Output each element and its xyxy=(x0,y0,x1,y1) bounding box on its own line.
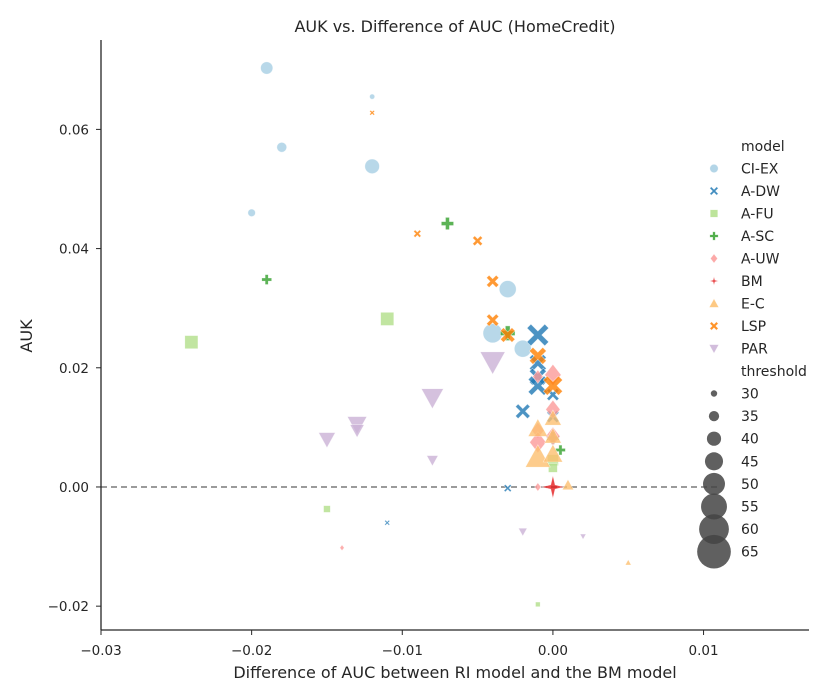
legend-label-a-sc: A-SC xyxy=(741,229,774,245)
x-tick-label: −0.03 xyxy=(80,643,121,659)
point-a-dw xyxy=(384,519,391,526)
y-tick-label: 0.00 xyxy=(59,480,89,496)
legend-size-label: 55 xyxy=(741,500,759,516)
legend-marker-a-sc xyxy=(709,231,719,241)
point-e-c xyxy=(561,478,575,491)
legend-size-label: 35 xyxy=(741,409,759,425)
point-a-fu xyxy=(548,463,558,473)
legend-size-marker xyxy=(701,493,727,520)
point-par xyxy=(420,388,445,410)
legend-marker-bm xyxy=(709,276,719,286)
y-tick-label: 0.06 xyxy=(59,122,89,138)
legend-label-a-dw: A-DW xyxy=(741,184,780,200)
legend-title-threshold: threshold xyxy=(741,364,807,380)
y-axis-label: AUK xyxy=(17,319,36,353)
point-par xyxy=(349,424,365,439)
point-lsp xyxy=(369,109,376,116)
legend-size-marker xyxy=(710,390,718,397)
legend-size-label: 60 xyxy=(741,522,759,538)
point-lsp xyxy=(472,235,483,247)
legend-marker-a-dw xyxy=(709,186,719,196)
point-bm xyxy=(541,475,565,499)
point-a-fu xyxy=(184,335,199,350)
point-a-uw xyxy=(339,544,345,552)
legend-size-marker xyxy=(706,431,722,446)
point-ci-ex xyxy=(276,142,288,153)
x-tick-label: −0.02 xyxy=(231,643,272,659)
point-a-uw xyxy=(532,369,544,384)
legend-size-marker xyxy=(708,410,720,422)
point-a-sc xyxy=(441,217,454,230)
legend-size-marker xyxy=(704,452,724,471)
point-lsp xyxy=(499,327,516,343)
point-a-fu xyxy=(380,312,395,326)
point-a-fu xyxy=(535,601,541,608)
point-ci-ex xyxy=(364,158,380,174)
legend-size-marker xyxy=(697,534,731,569)
legend-label-a-uw: A-UW xyxy=(741,252,780,268)
legend-size-label: 45 xyxy=(741,454,759,470)
legend-title-model: model xyxy=(741,139,785,155)
point-a-dw xyxy=(503,483,512,493)
point-a-sc xyxy=(261,274,272,285)
point-ci-ex xyxy=(260,61,274,75)
point-lsp xyxy=(486,274,500,288)
legend-size-label: 30 xyxy=(741,387,759,403)
legend-label-lsp: LSP xyxy=(741,319,766,335)
legend-marker-a-uw xyxy=(710,253,718,264)
x-tick-label: 0.01 xyxy=(689,643,719,659)
point-a-sc xyxy=(555,444,566,456)
point-lsp xyxy=(528,346,547,365)
point-e-c xyxy=(544,409,562,426)
point-par xyxy=(426,455,439,467)
point-e-c xyxy=(527,418,549,437)
data-points xyxy=(184,61,632,608)
chart-title: AUK vs. Difference of AUC (HomeCredit) xyxy=(294,17,615,36)
point-a-dw xyxy=(515,403,531,420)
legend-label-e-c: E-C xyxy=(741,297,765,313)
point-par xyxy=(479,351,506,375)
point-a-dw xyxy=(526,323,550,347)
point-ci-ex xyxy=(482,323,503,344)
x-axis-label: Difference of AUC between RI model and t… xyxy=(233,663,676,682)
point-a-fu xyxy=(323,505,331,513)
point-par xyxy=(517,527,528,537)
legend-size-marker xyxy=(699,514,729,544)
point-a-uw xyxy=(534,482,542,492)
point-lsp xyxy=(486,313,500,327)
legend-marker-ci-ex xyxy=(709,164,719,174)
legend-size-marker xyxy=(703,472,725,495)
point-par xyxy=(579,533,587,541)
legend-size-label: 50 xyxy=(741,477,759,493)
legend-marker-lsp xyxy=(709,321,719,331)
legend-label-bm: BM xyxy=(741,274,763,290)
point-lsp xyxy=(413,229,422,238)
point-e-c xyxy=(542,443,564,463)
point-ci-ex xyxy=(247,208,256,217)
y-tick-label: 0.04 xyxy=(59,242,89,258)
legend-marker-e-c xyxy=(708,298,720,308)
point-ci-ex xyxy=(369,93,376,100)
legend-size-label: 65 xyxy=(741,545,759,561)
point-ci-ex xyxy=(498,280,517,298)
legend-marker-a-fu xyxy=(709,209,719,218)
legend-label-a-fu: A-FU xyxy=(741,207,774,223)
x-tick-label: −0.01 xyxy=(382,643,423,659)
point-e-c xyxy=(544,427,562,444)
point-par xyxy=(318,432,336,449)
legend-label-par: PAR xyxy=(741,342,768,358)
x-tick-label: 0.00 xyxy=(538,643,568,659)
legend-marker-par xyxy=(708,344,720,354)
point-e-c xyxy=(624,559,632,566)
point-lsp xyxy=(542,375,563,396)
legend: model CI-EX A-DW A-FU A-SC A-UW BM E-C LSP PAR thr… xyxy=(697,139,807,569)
y-tick-label: 0.02 xyxy=(59,361,89,377)
legend-label-ci-ex: CI-EX xyxy=(741,162,779,178)
y-tick-label: −0.02 xyxy=(48,599,89,615)
legend-size-label: 40 xyxy=(741,432,759,448)
